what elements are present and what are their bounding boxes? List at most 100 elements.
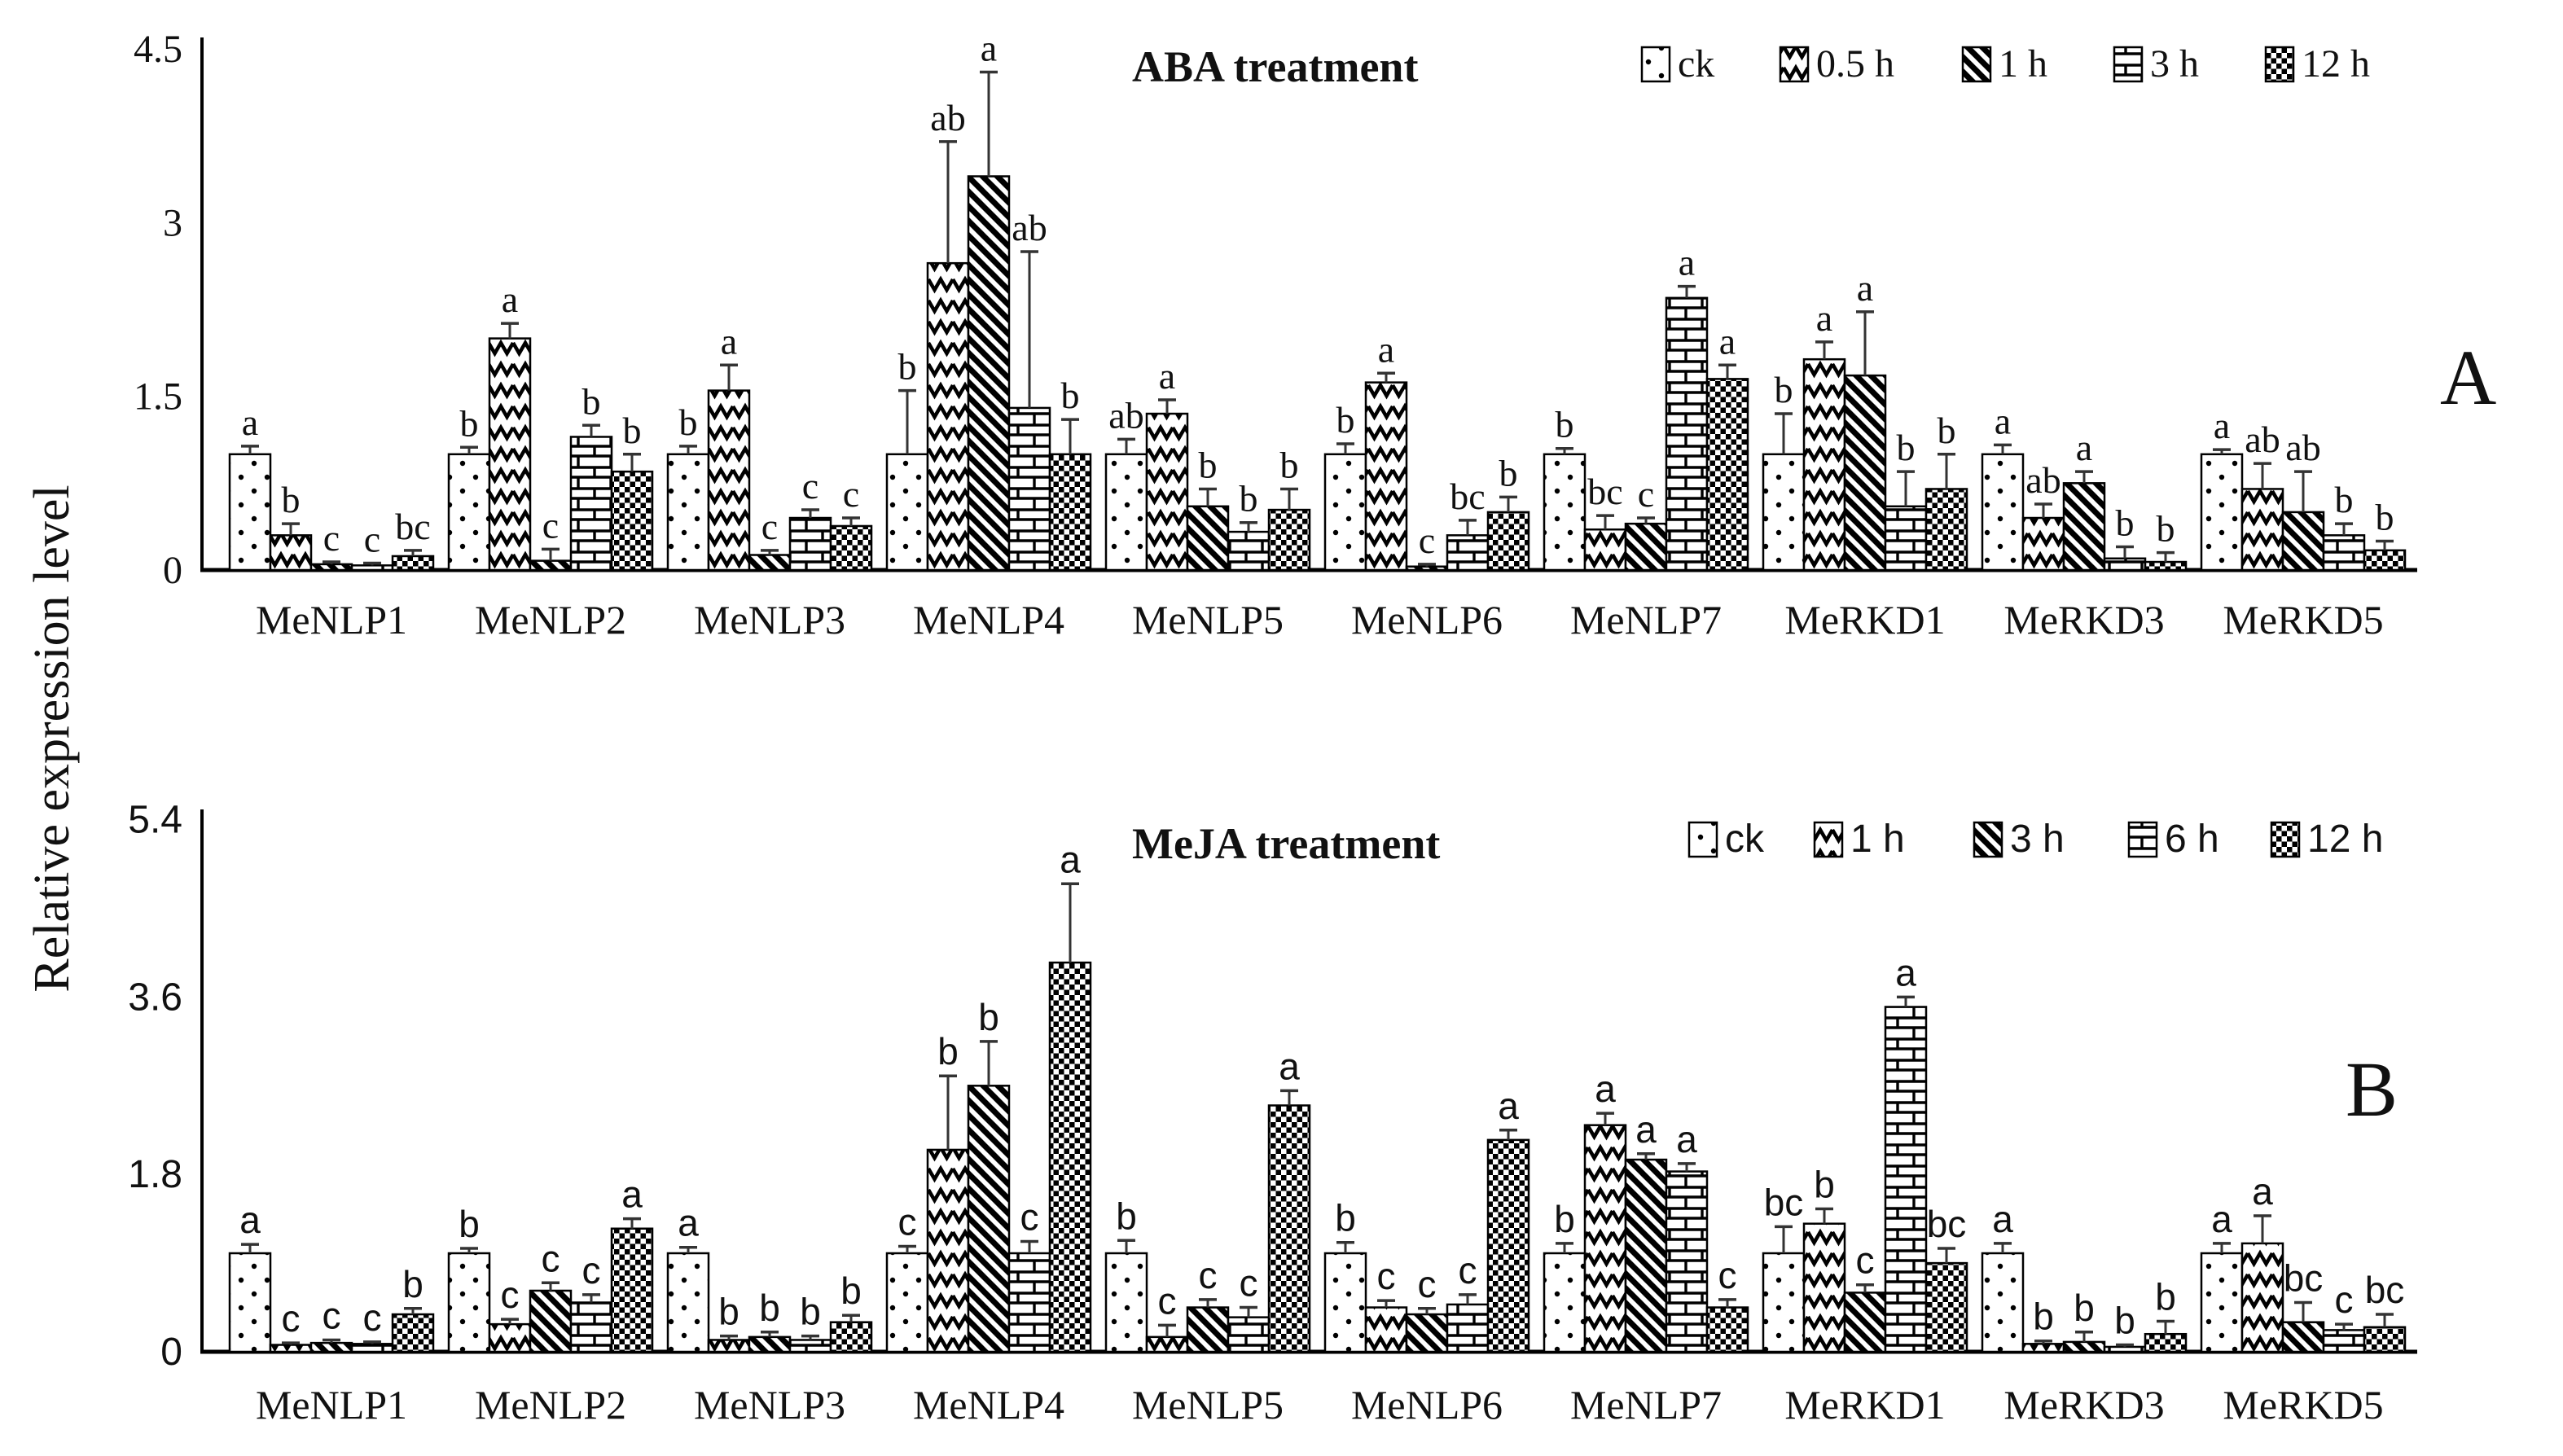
- sig-letter: b: [2155, 1275, 2176, 1318]
- sig-letter: ab: [2245, 419, 2280, 460]
- sig-letter: b: [1061, 375, 1080, 416]
- legend-label: 1 h: [1850, 818, 1905, 861]
- sig-letter: ab: [2025, 459, 2060, 501]
- bar: [1665, 296, 1709, 572]
- bar: [2363, 549, 2407, 572]
- bar: [1583, 528, 1627, 572]
- sig-letter: a: [678, 1202, 699, 1244]
- bar: [1981, 453, 2025, 572]
- bar: [1227, 530, 1271, 572]
- sig-letter: b: [1897, 427, 1916, 468]
- sig-letter: b: [2157, 508, 2175, 550]
- bar: [610, 1227, 654, 1353]
- bar: [1924, 488, 1968, 572]
- bar: [2021, 516, 2065, 572]
- bar: [1267, 508, 1311, 572]
- legend-swatch-checker: [2264, 46, 2295, 83]
- bar: [391, 555, 435, 572]
- bar: [926, 261, 970, 572]
- category-label: MeNLP2: [475, 1382, 626, 1427]
- sig-letter: ab: [930, 97, 965, 138]
- y-tick-label: 3: [163, 201, 182, 244]
- sig-letter: c: [1199, 1254, 1218, 1296]
- sig-letter: c: [323, 1294, 341, 1336]
- sig-letter: a: [1635, 1108, 1657, 1151]
- bar: [569, 436, 613, 572]
- bar: [1543, 1252, 1587, 1353]
- bar: [1007, 406, 1051, 572]
- bar: [1405, 565, 1449, 572]
- bar: [228, 453, 272, 572]
- sig-letter: c: [898, 1201, 917, 1243]
- bar: [1323, 453, 1367, 572]
- sig-letter: ab: [1108, 394, 1143, 436]
- sig-letter: b: [937, 1030, 959, 1072]
- sig-letter: c: [1419, 520, 1435, 561]
- bar: [2021, 1343, 2065, 1353]
- y-tick-label: 0: [163, 549, 182, 592]
- sig-letter: b: [679, 401, 698, 443]
- panel-B: 0 1.8 3.6 5.4 MeJA treatment ck 1 h 3 h 6 h 12 h M…: [128, 799, 2417, 1427]
- bar: [1624, 1158, 1668, 1353]
- y-tick-label: 0: [160, 1331, 182, 1374]
- bar: [1884, 1006, 1928, 1353]
- bar: [2062, 482, 2106, 572]
- y-tick-label: 5.4: [128, 799, 182, 842]
- bar: [967, 1085, 1011, 1353]
- category-label: MeNLP5: [1132, 597, 1284, 642]
- bar: [885, 453, 929, 572]
- sig-letter: b: [800, 1291, 821, 1333]
- category-label: MeNLP2: [475, 597, 626, 642]
- bar: [1705, 1306, 1749, 1353]
- sig-letter: bc: [2365, 1269, 2405, 1311]
- sig-letter: a: [621, 1173, 643, 1216]
- sig-letter: b: [1556, 404, 1574, 445]
- sig-letter: b: [402, 1263, 424, 1305]
- sig-letter: c: [364, 518, 380, 559]
- bar: [1843, 1292, 1887, 1353]
- y-tick-label: 1.8: [128, 1153, 182, 1196]
- bar: [1486, 1138, 1530, 1353]
- category-label: MeRKD1: [1784, 1382, 1945, 1427]
- bar: [1104, 453, 1148, 572]
- bar: [1762, 453, 1806, 572]
- sig-letter: b: [718, 1291, 739, 1333]
- sig-letter: c: [1418, 1263, 1437, 1305]
- bar: [2363, 1326, 2407, 1353]
- bar: [707, 389, 751, 572]
- sig-letter: bc: [1764, 1181, 1804, 1223]
- bar: [269, 1344, 313, 1353]
- y-tick-label: 3.6: [128, 976, 182, 1019]
- bar: [2103, 557, 2147, 572]
- sig-letter: bc: [395, 506, 430, 547]
- bar: [885, 1252, 929, 1353]
- legend-label: 3 h: [2010, 818, 2065, 861]
- bar: [1186, 505, 1230, 572]
- category-label: MeNLP3: [694, 1382, 845, 1427]
- bar: [2281, 511, 2325, 572]
- bar: [1364, 381, 1408, 572]
- sig-letter: b: [623, 410, 642, 451]
- bar: [309, 1341, 353, 1353]
- bar: [748, 1335, 792, 1353]
- bar: [2144, 560, 2188, 572]
- sig-letter: b: [759, 1287, 780, 1329]
- panel-A: 0 1.5 3 4.5 ABA treatment ck 0.5 h 1 h 3 h 12 h Me…: [134, 28, 2417, 642]
- bar: [2322, 534, 2366, 572]
- sig-letter: b: [1336, 399, 1355, 441]
- bar: [788, 1339, 832, 1353]
- legend-label: 12 h: [2307, 818, 2383, 861]
- bar: [391, 1313, 435, 1353]
- sig-letter: a: [1498, 1085, 1519, 1127]
- sig-letter: a: [2214, 405, 2230, 446]
- bar: [1583, 1124, 1627, 1353]
- category-label: MeNLP6: [1351, 597, 1503, 642]
- bar: [1884, 505, 1928, 572]
- legend-swatch-checker: [2270, 821, 2301, 858]
- category-label: MeNLP6: [1351, 1382, 1503, 1427]
- bar: [447, 453, 491, 572]
- bar: [447, 1252, 491, 1353]
- category-label: MeNLP4: [913, 1382, 1064, 1427]
- bar: [1446, 1303, 1490, 1353]
